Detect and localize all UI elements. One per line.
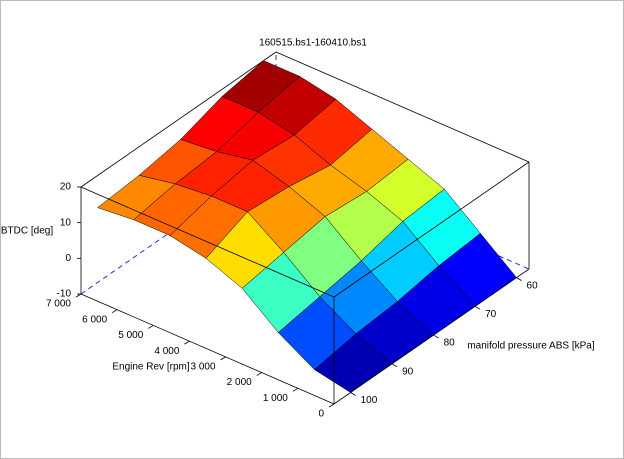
y-tick-label: 90	[402, 366, 414, 377]
x-tick-label: 0	[318, 409, 324, 420]
z-tick-label: 10	[60, 217, 72, 228]
box-edge	[80, 293, 335, 405]
z-tick-label: -10	[57, 289, 72, 300]
box-edge	[80, 51, 277, 188]
x-tick	[256, 372, 262, 376]
z-tick-label: 0	[65, 253, 71, 264]
x-tick	[184, 340, 190, 345]
x-tick-label: 2 000	[227, 377, 252, 388]
x-tick	[75, 293, 82, 298]
x-tick	[292, 387, 299, 392]
y-tick	[391, 363, 398, 368]
box-edge	[333, 161, 530, 298]
y-tick-label: 80	[444, 338, 456, 349]
x-tick	[328, 403, 335, 408]
x-tick-label: 4 000	[154, 346, 179, 357]
y-tick	[350, 392, 356, 396]
x-tick	[111, 309, 118, 314]
box-edge	[80, 186, 335, 298]
x-tick-label: 7 000	[46, 299, 71, 310]
x-tick-label: 6 000	[82, 314, 107, 325]
z-axis-label: BTDC [deg]	[1, 226, 53, 237]
y-tick	[474, 305, 481, 310]
y-tick	[516, 277, 522, 281]
y-axis-label: manifold pressure ABS [kPa]	[467, 341, 595, 352]
box-edge	[333, 268, 530, 405]
x-tick-label: 5 000	[118, 330, 143, 341]
y-tick-label: 60	[527, 280, 539, 291]
chart-title: 160515.bs1-160410.bs1	[259, 38, 367, 49]
x-tick-label: 3 000	[191, 361, 216, 372]
x-tick	[148, 325, 154, 329]
x-tick-label: 1 000	[263, 393, 288, 404]
z-tick-label: 20	[60, 182, 72, 193]
y-tick	[433, 334, 439, 339]
box-edge	[275, 51, 530, 163]
y-tick-label: 100	[361, 395, 378, 406]
x-axis-label: Engine Rev [rpm]	[112, 362, 189, 373]
y-tick-label: 70	[485, 309, 497, 320]
x-tick	[220, 356, 226, 361]
